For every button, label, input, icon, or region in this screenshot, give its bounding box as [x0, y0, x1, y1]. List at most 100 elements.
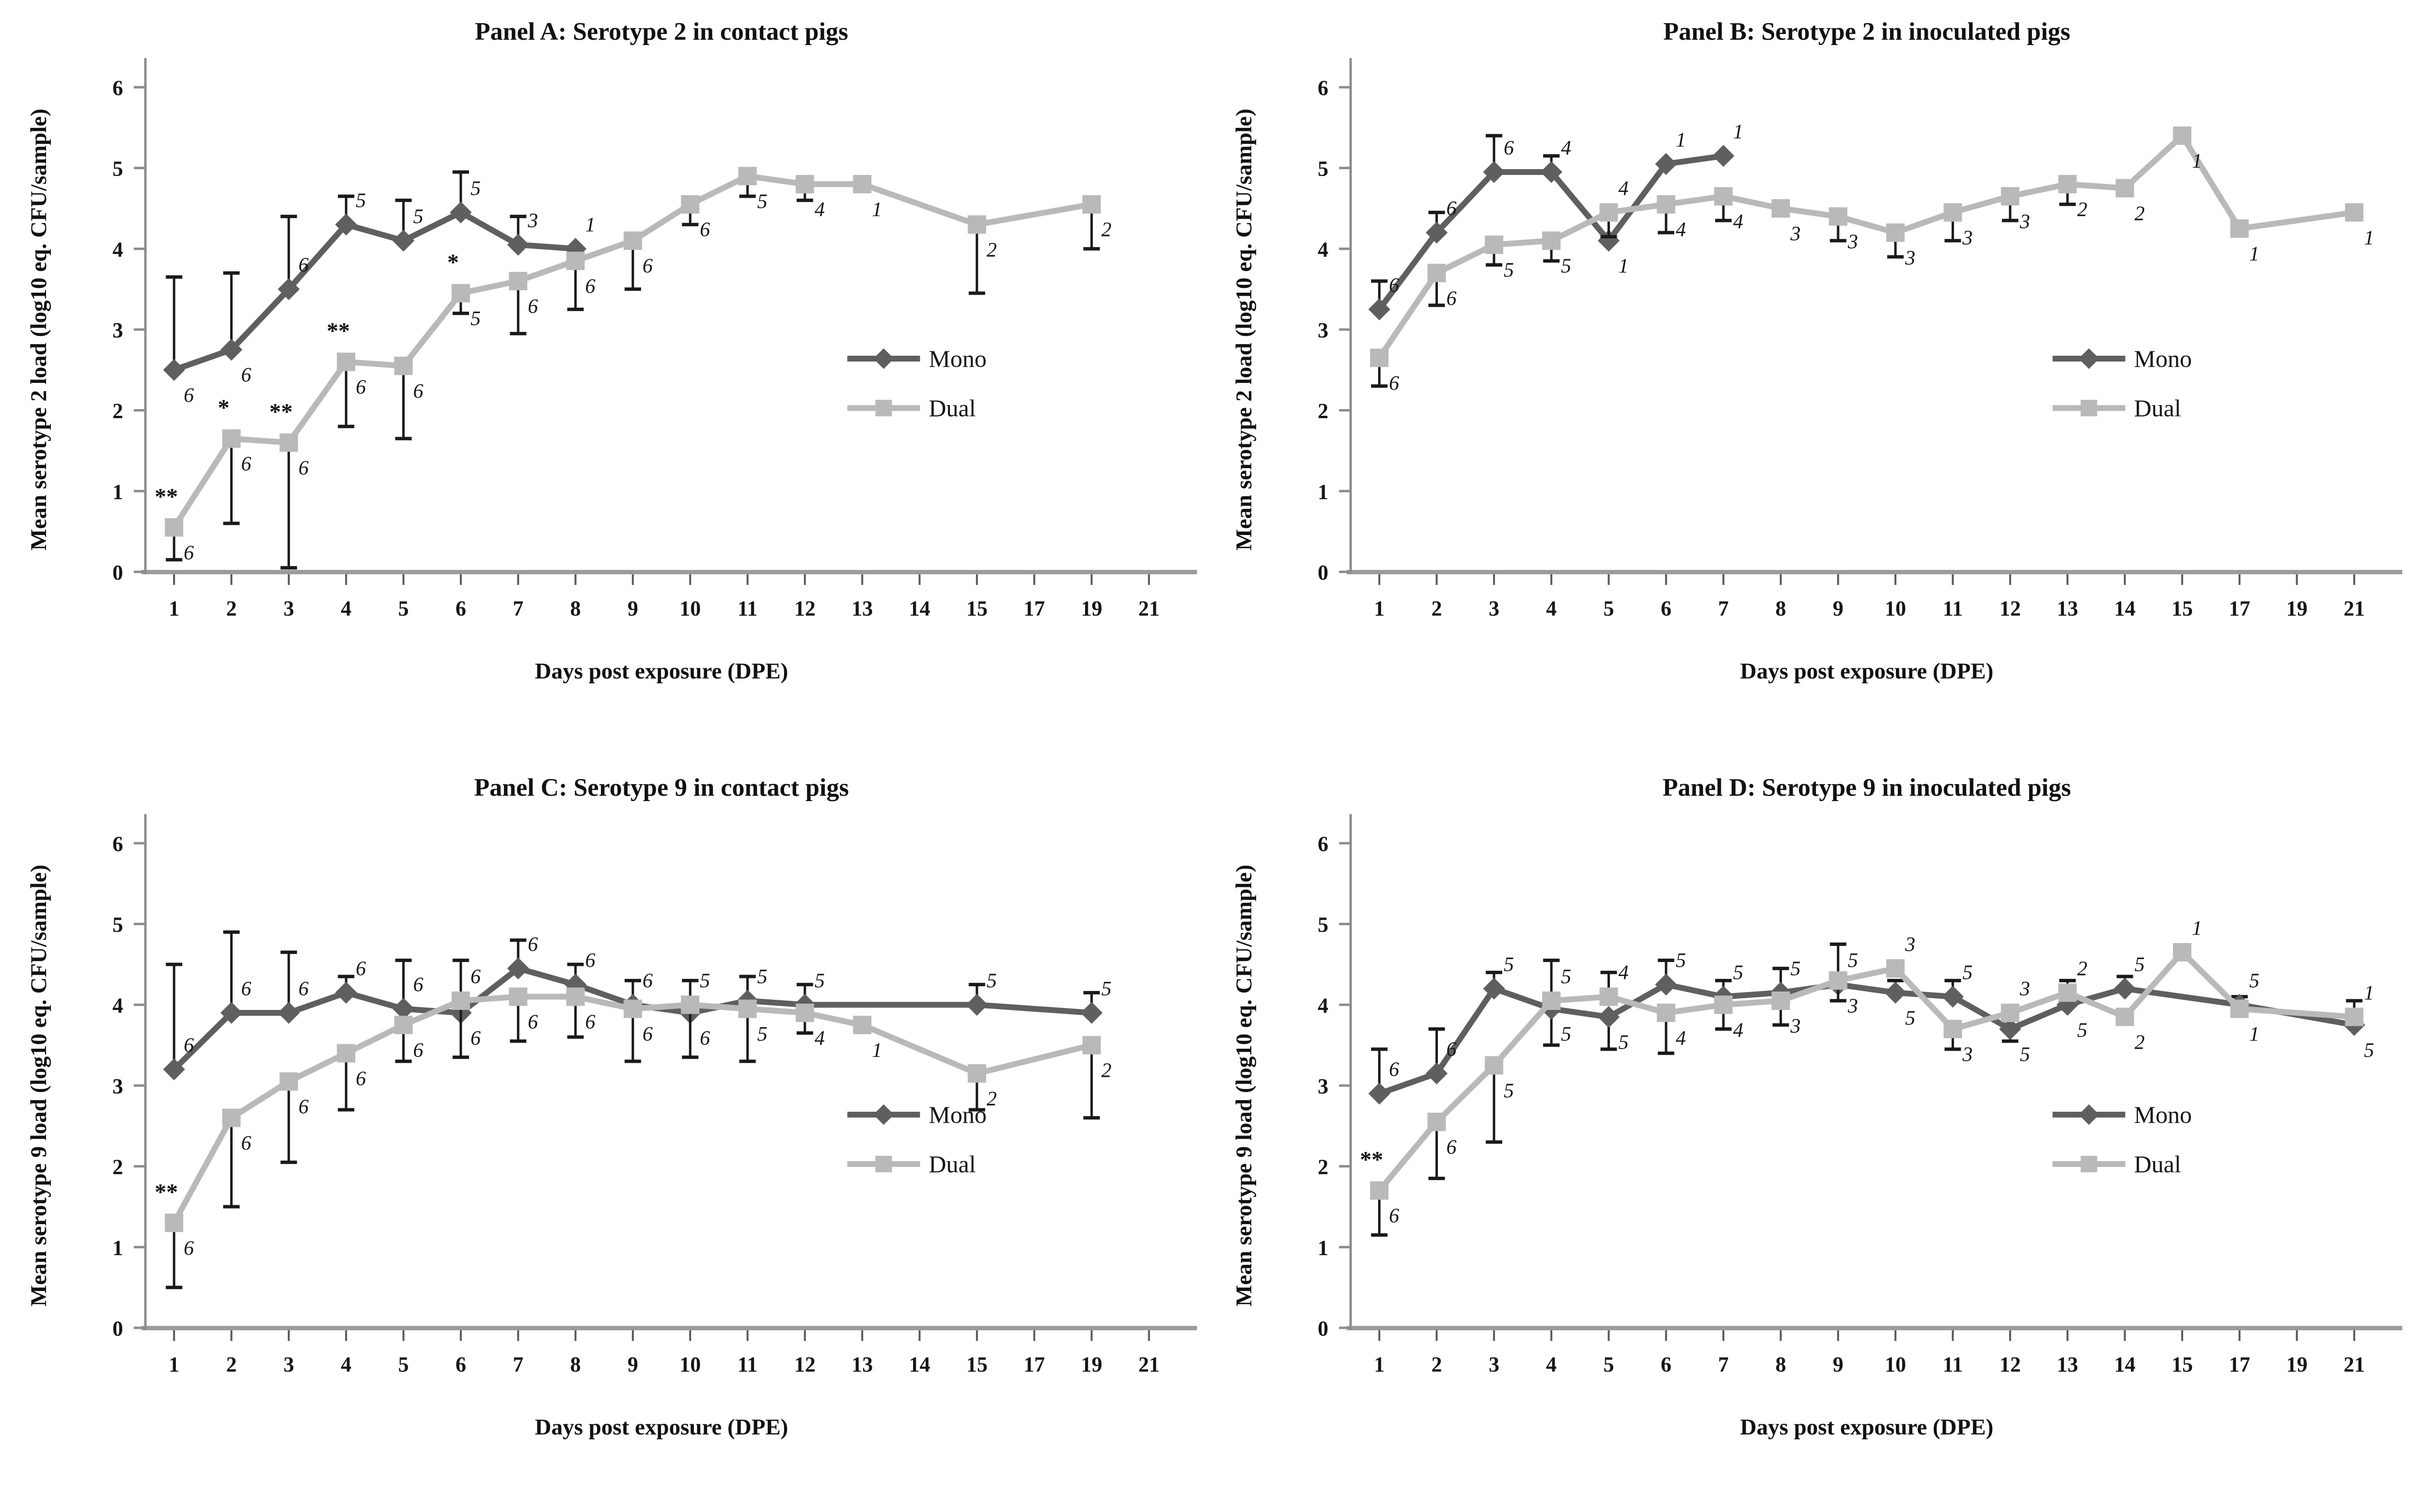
n-label: 2	[987, 239, 997, 261]
data-point-marker	[1886, 223, 1905, 242]
n-label: 3	[1847, 995, 1858, 1017]
x-tick-label: 21	[1138, 597, 1160, 620]
series-line	[1378, 981, 2355, 1097]
n-label: 6	[1389, 1205, 1399, 1228]
significance-star: **	[269, 399, 293, 425]
legend-label: Dual	[2134, 394, 2181, 422]
y-tick-label: 0	[1318, 1317, 1328, 1340]
n-label: 6	[1504, 137, 1514, 159]
x-tick-label: 10	[1885, 597, 1906, 620]
n-label: 4	[1676, 1027, 1686, 1050]
data-point-marker	[853, 1016, 872, 1034]
n-label: 3	[2019, 211, 2030, 233]
x-tick-label: 19	[1081, 1353, 1103, 1376]
x-tick-label: 14	[2114, 597, 2136, 620]
n-label: 1	[2364, 227, 2374, 249]
x-tick-label: 9	[628, 597, 638, 620]
plot-area-d: Panel D: Serotype 9 in inoculated pigs D…	[1231, 774, 2402, 1440]
n-label: 6	[585, 950, 596, 972]
x-axis-label: Days post exposure (DPE)	[535, 659, 788, 684]
y-tick-label: 1	[112, 480, 123, 504]
y-tick-label: 5	[112, 157, 123, 181]
series-dual: 6 ** 6 5 5 4 4 4 3 3 3 3 3 2 2 1 1 1	[1360, 917, 2374, 1237]
n-label: 6	[241, 1133, 252, 1155]
y-tick-label: 5	[112, 913, 123, 937]
n-label: 6	[700, 1027, 710, 1050]
n-label: 1	[1676, 129, 1686, 151]
x-tick-label: 10	[679, 1353, 701, 1376]
n-label: 6	[1389, 274, 1399, 297]
legend-label: Mono	[2134, 345, 2191, 372]
n-label: 6	[299, 254, 309, 277]
n-label: 6	[184, 1035, 194, 1057]
y-tick-label: 4	[112, 993, 123, 1017]
x-tick-label: 12	[2000, 597, 2021, 620]
n-label: 3	[1790, 223, 1801, 245]
n-label: 1	[2192, 917, 2202, 940]
legend-label: Dual	[2134, 1150, 2181, 1178]
data-point-marker	[2115, 179, 2134, 198]
y-tick-label: 6	[112, 76, 123, 100]
n-label: 6	[241, 364, 252, 387]
n-label: 2	[1102, 219, 1112, 241]
x-tick-label: 12	[794, 1353, 816, 1376]
y-tick-label: 6	[1318, 832, 1328, 856]
n-label: 6	[413, 974, 424, 996]
n-label: 1	[2249, 243, 2259, 266]
data-point-marker	[165, 518, 184, 537]
data-point-marker	[1771, 992, 1790, 1010]
data-point-marker	[681, 195, 700, 214]
x-tick-label: 2	[1432, 1353, 1442, 1376]
data-point-marker	[163, 359, 185, 381]
y-axis-label: Mean serotype 2 load (log10 eq. CFU/samp…	[1231, 109, 1257, 551]
x-tick-label: 13	[2057, 597, 2078, 620]
n-label: 6	[528, 296, 538, 318]
data-point-marker	[566, 252, 585, 270]
n-label: 6	[585, 275, 596, 298]
n-label: 5	[2364, 1040, 2374, 1062]
n-label: 6	[1447, 1136, 1457, 1159]
legend-marker	[2080, 400, 2097, 416]
x-tick-label: 19	[2286, 1353, 2308, 1376]
n-label: 5	[757, 966, 768, 988]
data-point-marker	[222, 429, 241, 448]
legend: Mono Dual	[847, 345, 987, 422]
data-point-marker	[165, 1213, 184, 1232]
n-label: 4	[1676, 219, 1686, 241]
n-label: 3	[1905, 247, 1915, 269]
x-tick-label: 11	[738, 597, 758, 620]
data-point-marker	[1082, 195, 1101, 214]
n-label: 6	[643, 255, 653, 278]
n-label: 6	[413, 380, 424, 403]
n-label: 5	[700, 970, 710, 992]
y-tick-label: 4	[1318, 993, 1328, 1017]
data-point-marker	[795, 175, 814, 193]
x-tick-label: 15	[966, 597, 988, 620]
x-tick-label: 17	[2229, 1353, 2250, 1376]
n-label: 3	[1905, 933, 1915, 956]
y-tick-label: 5	[1318, 913, 1328, 937]
y-tick-label: 2	[112, 1155, 123, 1179]
data-point-marker	[853, 175, 872, 193]
legend-label: Mono	[929, 1101, 986, 1128]
n-label: 3	[1962, 1043, 1973, 1066]
n-label: 5	[356, 189, 366, 212]
x-tick-label: 4	[1546, 597, 1557, 620]
data-point-marker	[1484, 236, 1503, 254]
legend: Mono Dual	[2052, 1101, 2192, 1178]
data-point-marker	[1427, 264, 1446, 283]
data-point-marker	[623, 999, 642, 1018]
n-label: 6	[1447, 198, 1457, 220]
data-point-marker	[1656, 1004, 1675, 1022]
significance-star: **	[155, 1179, 178, 1205]
x-tick-label: 7	[513, 1353, 523, 1376]
n-label: 6	[585, 1011, 596, 1034]
x-tick-label: 8	[570, 597, 581, 620]
data-point-marker	[2173, 943, 2191, 961]
legend-marker	[875, 400, 892, 416]
data-point-marker	[1082, 1036, 1101, 1055]
